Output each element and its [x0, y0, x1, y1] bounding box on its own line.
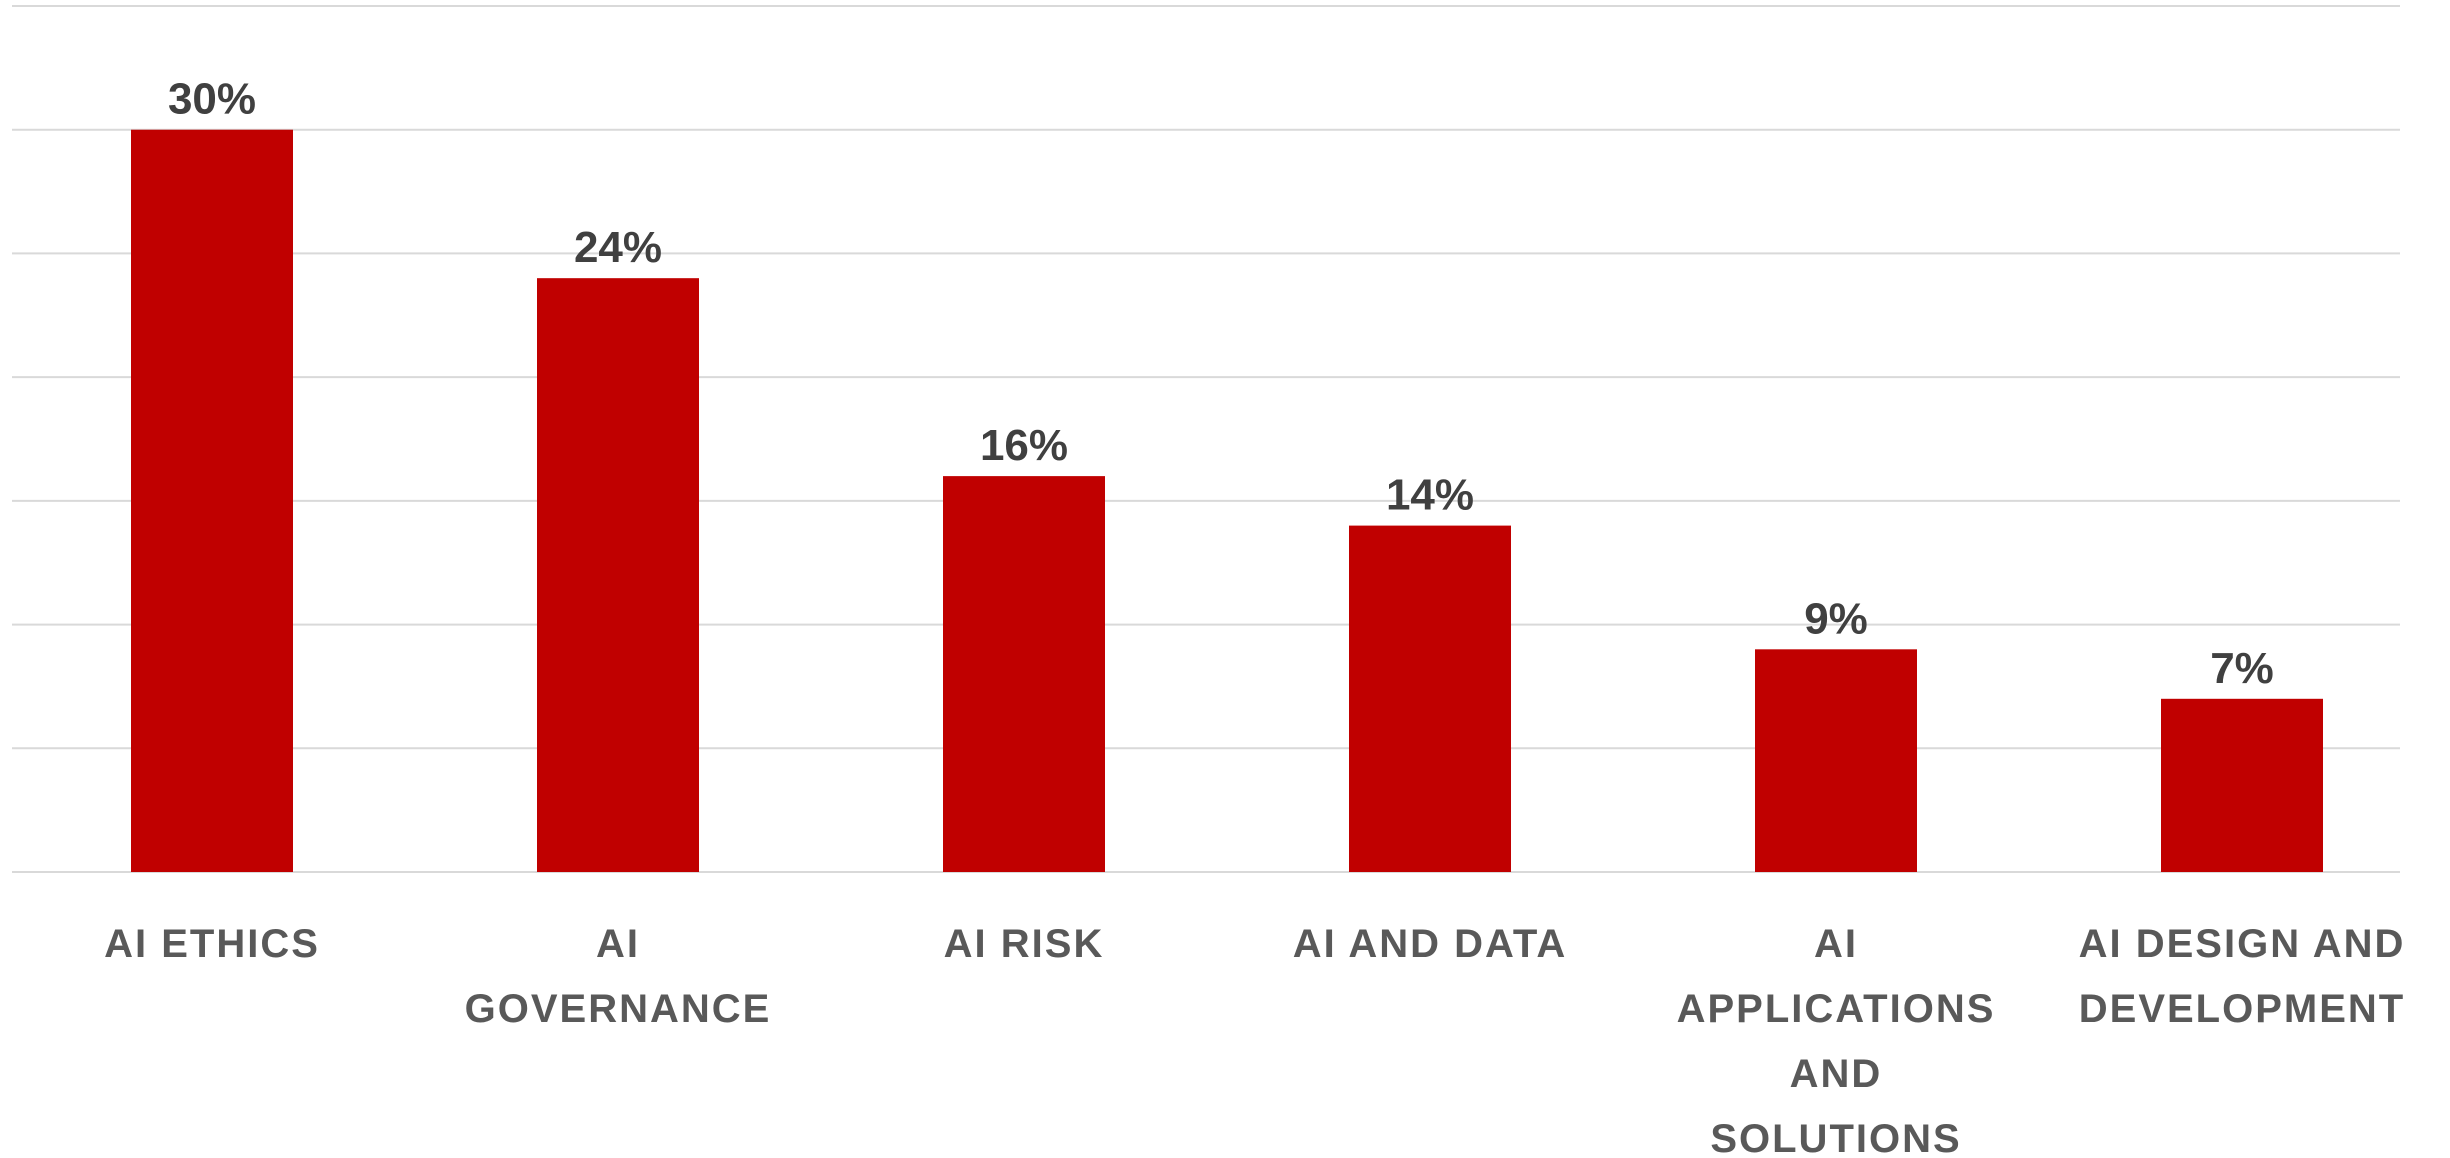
x-tick-label: AI DESIGN AND DEVELOPMENT — [2079, 922, 2406, 1031]
x-tick-label: AI GOVERNANCE — [465, 922, 772, 1031]
bar — [2161, 698, 2323, 872]
label-line: GOVERNANCE — [465, 987, 772, 1031]
label-line: AND — [1790, 1052, 1883, 1096]
bar — [1349, 525, 1511, 872]
data-label: 24% — [574, 223, 662, 272]
bar — [943, 476, 1105, 872]
data-label: 9% — [1804, 594, 1868, 643]
data-label: 16% — [980, 421, 1068, 470]
label-line: AI ETHICS — [104, 922, 320, 966]
x-tick-label: AI ETHICS — [104, 922, 320, 966]
label-line: DEVELOPMENT — [2079, 987, 2405, 1031]
x-tick-label: AI AND DATA — [1293, 922, 1568, 966]
label-line: AI — [596, 922, 640, 966]
data-label: 30% — [168, 75, 256, 124]
label-line: AI RISK — [944, 922, 1105, 966]
data-label: 7% — [2210, 644, 2274, 693]
label-line: AI AND DATA — [1293, 922, 1568, 966]
data-label: 14% — [1386, 471, 1474, 520]
x-tick-label: AI RISK — [944, 922, 1105, 966]
bar — [537, 278, 699, 873]
label-line: AI DESIGN AND — [2079, 922, 2406, 966]
x-tick-label: AI APPLICATIONS AND SOLUTIONS — [1677, 922, 1996, 1158]
bar — [131, 129, 293, 872]
label-line: AI — [1814, 922, 1858, 966]
label-line: SOLUTIONS — [1710, 1117, 1961, 1158]
label-line: APPLICATIONS — [1677, 987, 1996, 1031]
bar — [1755, 649, 1917, 872]
